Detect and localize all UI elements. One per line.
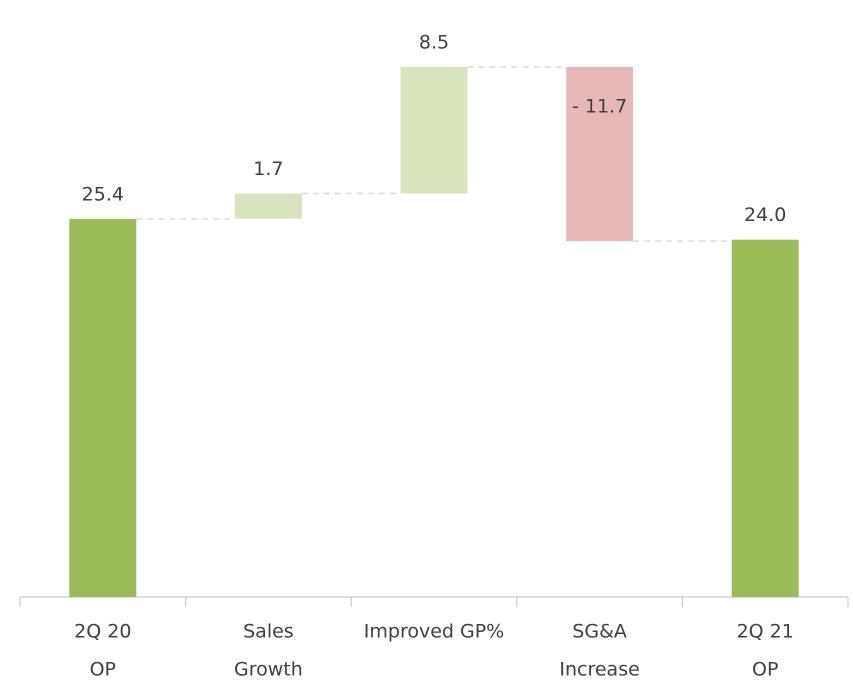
x-tick-label: Growth xyxy=(234,659,303,681)
bar xyxy=(400,67,468,194)
data-label: 25.4 xyxy=(82,183,124,205)
bar xyxy=(234,193,302,219)
x-tick-label: Improved GP% xyxy=(364,621,504,643)
bar xyxy=(69,218,137,597)
data-label: 1.7 xyxy=(253,158,283,180)
x-tick-label: Increase xyxy=(559,659,639,681)
data-label: 24.0 xyxy=(744,204,786,226)
data-label: 8.5 xyxy=(419,32,449,54)
bar xyxy=(731,239,799,597)
x-tick-label: SG&A xyxy=(572,621,627,643)
x-tick-label: Sales xyxy=(243,621,294,643)
bar xyxy=(566,67,634,242)
x-tick-label: 2Q 21 xyxy=(737,621,794,643)
x-tick-label: 2Q 20 xyxy=(74,621,131,643)
x-tick-label: OP xyxy=(752,659,778,681)
x-tick-label: OP xyxy=(90,659,116,681)
data-label: - 11.7 xyxy=(572,96,627,118)
